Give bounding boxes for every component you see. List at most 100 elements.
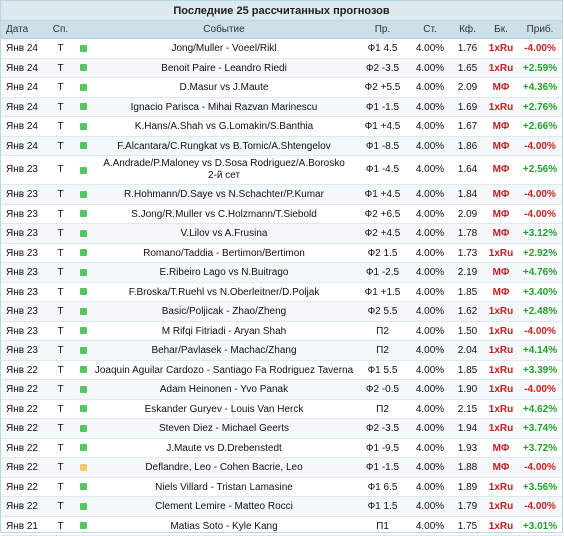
row-event[interactable]: Deflandre, Leo - Cohen Bacrie, Leo <box>92 458 356 477</box>
event-link[interactable]: Joaquin Aguilar Cardozo - Santiago Fa Ro… <box>95 365 353 376</box>
row-event[interactable]: E.Ribeiro Lago vs N.Buitrago <box>92 263 356 282</box>
row-bookmaker[interactable]: МФ <box>484 263 518 282</box>
event-link[interactable]: Benoit Paire - Leandro Riedi <box>161 63 287 74</box>
event-link[interactable]: Matias Soto - Kyle Kang <box>170 521 277 532</box>
row-bookmaker[interactable]: МФ <box>484 205 518 224</box>
row-bookmaker[interactable]: 1xRu <box>484 380 518 399</box>
event-link[interactable]: Clement Lemire - Matteo Rocci <box>155 501 293 512</box>
event-link[interactable]: Jong/Muller - Voeel/Rikl <box>171 43 276 54</box>
row-stake: 4.00% <box>409 458 451 477</box>
row-sport: T <box>47 263 74 282</box>
row-event[interactable]: V.Lilov vs A.Frusina <box>92 224 356 243</box>
row-bookmaker[interactable]: 1xRu <box>484 400 518 419</box>
row-event[interactable]: M Rifqi Fitriadi - Aryan Shah <box>92 322 356 341</box>
row-event[interactable]: Niels Villard - Tristan Lamasine <box>92 478 356 497</box>
status-square-icon <box>74 302 92 321</box>
event-link[interactable]: Romano/Taddia - Bertimon/Bertimon <box>143 248 305 259</box>
row-event[interactable]: Clement Lemire - Matteo Rocci <box>92 497 356 516</box>
event-link[interactable]: R.Hohmann/D.Saye vs N.Schachter/P.Kumar <box>124 189 324 200</box>
row-date: Янв 24 <box>1 98 47 117</box>
event-link[interactable]: F.Alcantara/C.Rungkat vs B.Tomic/A.Shten… <box>117 141 330 152</box>
row-bookmaker[interactable]: МФ <box>484 224 518 243</box>
event-link[interactable]: Behar/Pavlasek - Machac/Zhang <box>151 345 296 356</box>
row-bookmaker[interactable]: МФ <box>484 137 518 156</box>
row-bookmaker[interactable]: 1xRu <box>484 497 518 516</box>
row-sport: T <box>47 322 74 341</box>
row-sport: T <box>47 419 74 438</box>
row-event[interactable]: Basic/Poljicak - Zhao/Zheng <box>92 302 356 321</box>
event-link[interactable]: K.Hans/A.Shah vs G.Lomakin/S.Banthia <box>135 121 313 132</box>
status-square-icon <box>74 439 92 458</box>
event-link[interactable]: A.Andrade/P.Maloney vs D.Sosa Rodriguez/… <box>103 158 345 170</box>
row-bookmaker[interactable]: МФ <box>484 117 518 136</box>
row-bookmaker[interactable]: МФ <box>484 78 518 97</box>
event-link[interactable]: Eskander Guryev - Louis Van Herck <box>145 404 304 415</box>
row-bookmaker[interactable]: 1xRu <box>484 59 518 78</box>
event-link[interactable]: V.Lilov vs A.Frusina <box>181 228 268 239</box>
row-event[interactable]: Adam Heinonen - Yvo Panak <box>92 380 356 399</box>
event-link[interactable]: Adam Heinonen - Yvo Panak <box>160 384 288 395</box>
event-link[interactable]: Ignacio Parisca - Mihai Razvan Marinescu <box>131 102 318 113</box>
row-bookmaker[interactable]: МФ <box>484 156 518 184</box>
row-bookmaker[interactable]: 1xRu <box>484 361 518 380</box>
row-bookmaker[interactable]: 1xRu <box>484 244 518 263</box>
row-event[interactable]: Behar/Pavlasek - Machac/Zhang <box>92 341 356 360</box>
event-link[interactable]: J.Maute vs D.Drebenstedt <box>166 443 282 454</box>
row-stake: 4.00% <box>409 224 451 243</box>
row-bookmaker[interactable]: 1xRu <box>484 98 518 117</box>
row-event[interactable]: Jong/Muller - Voeel/Rikl <box>92 39 356 58</box>
event-link[interactable]: Niels Villard - Tristan Lamasine <box>155 482 293 493</box>
row-bookmaker[interactable]: 1xRu <box>484 419 518 438</box>
row-sport: T <box>47 517 74 536</box>
row-event[interactable]: A.Andrade/P.Maloney vs D.Sosa Rodriguez/… <box>92 156 356 184</box>
row-event[interactable]: D.Masur vs J.Maute <box>92 78 356 97</box>
row-event[interactable]: Benoit Paire - Leandro Riedi <box>92 59 356 78</box>
row-stake: 4.00% <box>409 380 451 399</box>
row-odds: 1.85 <box>451 361 484 380</box>
row-event[interactable]: Romano/Taddia - Bertimon/Bertimon <box>92 244 356 263</box>
row-bookmaker[interactable]: 1xRu <box>484 322 518 341</box>
row-sport: T <box>47 458 74 477</box>
row-bookmaker[interactable]: МФ <box>484 439 518 458</box>
row-bookmaker[interactable]: 1xRu <box>484 39 518 58</box>
row-bookmaker[interactable]: МФ <box>484 283 518 302</box>
row-bookmaker[interactable]: 1xRu <box>484 478 518 497</box>
row-event[interactable]: R.Hohmann/D.Saye vs N.Schachter/P.Kumar <box>92 185 356 204</box>
row-event[interactable]: Steven Diez - Michael Geerts <box>92 419 356 438</box>
row-profit: +4.62% <box>518 400 562 419</box>
row-event[interactable]: Eskander Guryev - Louis Van Herck <box>92 400 356 419</box>
event-link[interactable]: E.Ribeiro Lago vs N.Buitrago <box>160 267 289 278</box>
event-link[interactable]: Basic/Poljicak - Zhao/Zheng <box>162 306 287 317</box>
row-event[interactable]: Matias Soto - Kyle Kang <box>92 517 356 536</box>
event-link[interactable]: Steven Diez - Michael Geerts <box>159 423 289 434</box>
row-bookmaker[interactable]: МФ <box>484 185 518 204</box>
event-link[interactable]: F.Broska/T.Ruehl vs N.Oberleitner/D.Polj… <box>129 287 320 298</box>
row-bookmaker[interactable]: МФ <box>484 458 518 477</box>
row-event[interactable]: J.Maute vs D.Drebenstedt <box>92 439 356 458</box>
row-event[interactable]: F.Broska/T.Ruehl vs N.Oberleitner/D.Polj… <box>92 283 356 302</box>
row-stake: 4.00% <box>409 341 451 360</box>
row-odds: 1.76 <box>451 39 484 58</box>
row-event[interactable]: F.Alcantara/C.Rungkat vs B.Tomic/A.Shten… <box>92 137 356 156</box>
row-profit: -4.00% <box>518 380 562 399</box>
event-link[interactable]: M Rifqi Fitriadi - Aryan Shah <box>162 326 287 337</box>
row-event[interactable]: Ignacio Parisca - Mihai Razvan Marinescu <box>92 98 356 117</box>
row-odds: 1.89 <box>451 478 484 497</box>
row-bookmaker[interactable]: 1xRu <box>484 517 518 536</box>
row-bookmaker[interactable]: 1xRu <box>484 341 518 360</box>
row-event[interactable]: S.Jong/R.Muller vs C.Holzmann/T.Siebold <box>92 205 356 224</box>
header-bookmaker: Бк. <box>484 21 518 38</box>
row-bookmaker[interactable]: 1xRu <box>484 302 518 321</box>
row-profit: -4.00% <box>518 458 562 477</box>
event-link[interactable]: S.Jong/R.Muller vs C.Holzmann/T.Siebold <box>131 209 317 220</box>
event-link[interactable]: D.Masur vs J.Maute <box>180 82 269 93</box>
event-link[interactable]: Deflandre, Leo - Cohen Bacrie, Leo <box>145 462 302 473</box>
row-event[interactable]: Joaquin Aguilar Cardozo - Santiago Fa Ro… <box>92 361 356 380</box>
row-event[interactable]: K.Hans/A.Shah vs G.Lomakin/S.Banthia <box>92 117 356 136</box>
